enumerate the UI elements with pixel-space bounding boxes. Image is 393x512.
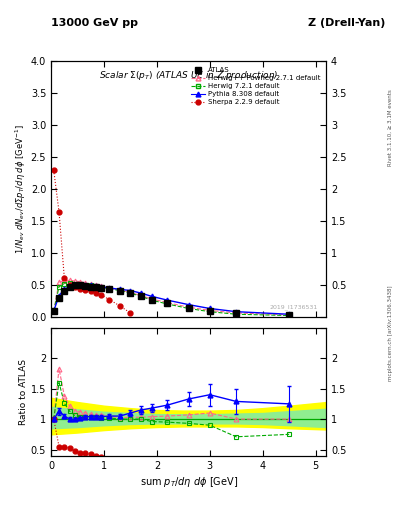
Y-axis label: $1/N_{ev}$ $dN_{ev}/d\Sigma p_T/d\eta$ $d\phi$ $[\mathrm{GeV}^{-1}]$: $1/N_{ev}$ $dN_{ev}/d\Sigma p_T/d\eta$ $…	[13, 124, 28, 254]
Y-axis label: Ratio to ATLAS: Ratio to ATLAS	[19, 359, 28, 424]
Legend: ATLAS, Herwig++ Powheg 2.7.1 default, Herwig 7.2.1 default, Pythia 8.308 default: ATLAS, Herwig++ Powheg 2.7.1 default, He…	[189, 65, 323, 108]
Text: Rivet 3.1.10, ≥ 3.1M events: Rivet 3.1.10, ≥ 3.1M events	[388, 90, 393, 166]
X-axis label: sum $p_T/d\eta\ d\phi$ [GeV]: sum $p_T/d\eta\ d\phi$ [GeV]	[140, 475, 238, 489]
Text: 13000 GeV pp: 13000 GeV pp	[51, 18, 138, 28]
Text: 2019_I1736531: 2019_I1736531	[270, 304, 318, 310]
Text: Z (Drell-Yan): Z (Drell-Yan)	[308, 18, 385, 28]
Text: Scalar $\Sigma(p_T)$ (ATLAS UE in Z production): Scalar $\Sigma(p_T)$ (ATLAS UE in Z prod…	[99, 69, 278, 82]
Text: mcplots.cern.ch [arXiv:1306.3438]: mcplots.cern.ch [arXiv:1306.3438]	[388, 285, 393, 380]
